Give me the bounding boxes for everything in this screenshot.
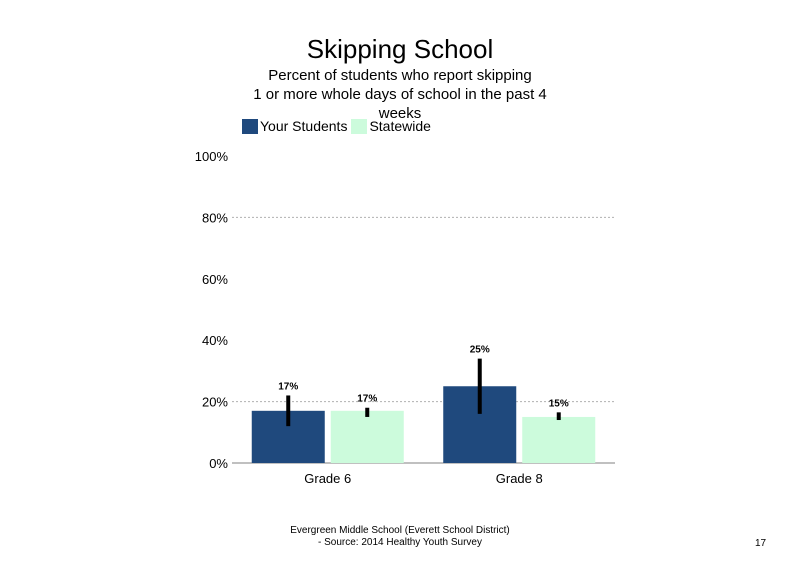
chart-title: Skipping School — [306, 34, 494, 64]
y-tick-label: 100% — [195, 149, 229, 164]
y-tick-label: 40% — [202, 333, 228, 348]
chart-legend: Your Students Statewide — [242, 118, 435, 134]
y-tick-label: 20% — [202, 395, 228, 410]
data-label: 17% — [357, 394, 377, 405]
legend-label-your-students: Your Students — [260, 118, 348, 134]
legend-label-statewide: Statewide — [369, 118, 431, 134]
legend-swatch-your-students — [242, 118, 258, 134]
footer-line-2: - Source: 2014 Healthy Youth Survey — [318, 537, 482, 548]
page-number: 17 — [755, 538, 767, 549]
subtitle-line-3: weeks — [378, 105, 422, 122]
data-label: 25% — [470, 345, 490, 356]
bar — [522, 416, 596, 463]
legend-item-statewide: Statewide — [351, 118, 431, 134]
chart-subtitle: Percent of students who report skipping … — [200, 66, 600, 123]
y-tick-label: 0% — [209, 456, 228, 471]
bar — [330, 410, 404, 463]
data-label: 17% — [278, 381, 298, 392]
data-label: 15% — [549, 398, 569, 409]
footer-source: Evergreen Middle School (Everett School … — [230, 525, 570, 549]
x-tick-label: Grade 8 — [496, 471, 543, 486]
subtitle-line-1: Percent of students who report skipping — [268, 67, 532, 84]
y-tick-label: 60% — [202, 272, 228, 287]
legend-swatch-statewide — [351, 118, 368, 134]
y-tick-label: 80% — [202, 210, 228, 225]
footer-line-1: Evergreen Middle School (Everett School … — [290, 525, 510, 536]
subtitle-line-2: 1 or more whole days of school in the pa… — [253, 86, 547, 103]
legend-item-your-students: Your Students — [242, 118, 347, 134]
x-tick-label: Grade 6 — [304, 471, 351, 486]
